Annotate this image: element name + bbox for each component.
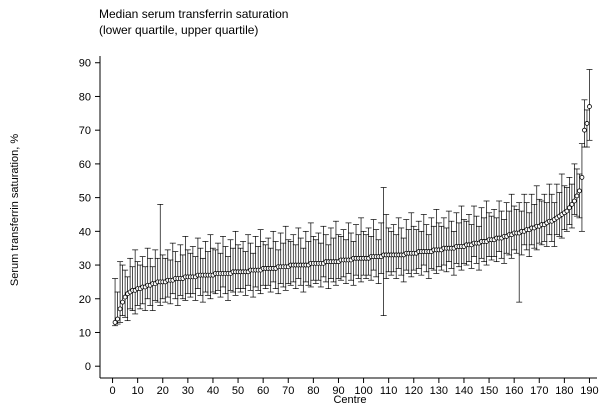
x-tick-label: 190	[580, 385, 598, 397]
chart-title: Median serum transferrin saturation	[99, 7, 288, 21]
x-axis-label: Centre	[333, 394, 366, 405]
y-tick-label: 10	[79, 327, 91, 339]
x-tick-label: 180	[555, 385, 573, 397]
chart-subtitle: (lower quartile, upper quartile)	[99, 23, 258, 37]
x-tick-label: 10	[132, 385, 144, 397]
x-tick-label: 50	[232, 385, 244, 397]
median-marker	[582, 127, 587, 133]
y-tick-label: 30	[79, 260, 91, 272]
median-marker	[120, 299, 125, 305]
y-tick-label: 50	[79, 193, 91, 205]
y-tick-label: 90	[79, 58, 91, 70]
median-marker	[579, 174, 585, 180]
median-marker	[584, 121, 590, 126]
median-marker	[117, 306, 123, 312]
x-tick-label: 70	[282, 385, 294, 397]
median-marker	[569, 201, 575, 207]
y-tick-label: 80	[79, 91, 91, 103]
x-tick-label: 40	[207, 385, 219, 397]
median-marker	[112, 319, 118, 325]
x-tick-label: 120	[405, 385, 423, 397]
x-tick-label: 110	[380, 385, 398, 397]
x-tick-label: 140	[455, 385, 473, 397]
y-tick-label: 60	[79, 159, 91, 171]
median-marker	[577, 188, 582, 194]
median-marker	[572, 198, 577, 204]
median-marker	[564, 208, 570, 214]
y-tick-label: 20	[79, 294, 91, 306]
x-tick-label: 30	[182, 385, 194, 397]
median-marker	[566, 205, 572, 211]
x-tick-label: 130	[430, 385, 448, 397]
x-tick-label: 60	[257, 385, 269, 397]
x-tick-label: 100	[354, 385, 372, 397]
x-tick-label: 0	[109, 385, 115, 397]
x-tick-label: 150	[480, 385, 498, 397]
x-tick-label: 20	[157, 385, 169, 397]
median-marker	[574, 193, 580, 199]
x-tick-label: 160	[505, 385, 523, 397]
median-marker	[587, 104, 592, 109]
y-axis-label: Serum transferrin saturation, %	[9, 134, 21, 286]
y-tick-label: 40	[79, 226, 91, 238]
x-tick-label: 170	[530, 385, 548, 397]
median-marker	[115, 316, 120, 322]
median-marker	[122, 294, 128, 300]
x-tick-label: 80	[307, 385, 319, 397]
x-tick-label: 90	[332, 385, 344, 397]
y-tick-label: 0	[85, 361, 91, 373]
y-tick-label: 70	[79, 125, 91, 137]
